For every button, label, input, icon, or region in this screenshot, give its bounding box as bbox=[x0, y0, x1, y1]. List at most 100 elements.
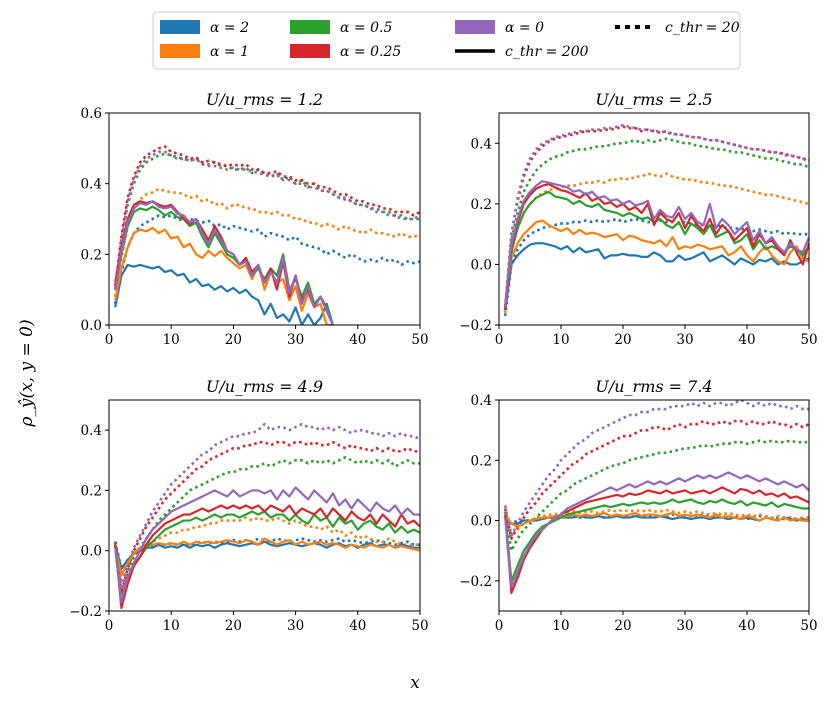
panel-title: U/u_rms = 2.5 bbox=[595, 90, 712, 109]
series-line bbox=[114, 540, 420, 570]
series-line bbox=[114, 510, 420, 607]
series-line bbox=[113, 516, 420, 583]
x-tick-label: 0 bbox=[495, 618, 504, 634]
x-tick-label: 30 bbox=[287, 332, 304, 348]
y-tick-label: 0.0 bbox=[471, 257, 492, 273]
axes-frame bbox=[108, 112, 421, 326]
series-line bbox=[503, 419, 809, 540]
series-line bbox=[113, 422, 420, 592]
series-line bbox=[113, 440, 420, 595]
panel-title: U/u_rms = 1.2 bbox=[206, 90, 323, 109]
legend-item: α = 0.5 bbox=[290, 20, 392, 36]
x-tick-label: 50 bbox=[800, 332, 817, 348]
y-tick-label: 0.2 bbox=[81, 483, 102, 499]
legend-item: α = 2 bbox=[160, 20, 249, 36]
y-tick-label: 0.2 bbox=[471, 453, 492, 469]
chart-panel: 0 10 20 30 40 50 0.0 0.2 0.4 0.6 U/u_rms = 1.2 bbox=[81, 90, 429, 348]
series-group bbox=[113, 145, 420, 325]
x-tick-label: 20 bbox=[225, 618, 242, 634]
x-tick-label: 50 bbox=[411, 618, 428, 634]
series-line bbox=[504, 242, 809, 311]
x-tick-label: 20 bbox=[614, 618, 631, 634]
x-tick-label: 20 bbox=[225, 332, 242, 348]
series-line bbox=[503, 123, 809, 307]
x-tick-label: 40 bbox=[349, 618, 366, 634]
legend-label: α = 1 bbox=[210, 44, 249, 60]
y-tick-label: 0.6 bbox=[81, 106, 102, 122]
series-group bbox=[503, 400, 809, 595]
x-tick-label: 10 bbox=[552, 618, 569, 634]
axes-frame bbox=[498, 399, 810, 612]
x-tick-label: 50 bbox=[411, 332, 428, 348]
legend-item: c_thr = 20 bbox=[615, 20, 740, 36]
legend-swatch bbox=[455, 20, 495, 34]
x-tick-label: 30 bbox=[287, 618, 304, 634]
legend-label: α = 2 bbox=[210, 20, 249, 36]
series-line bbox=[114, 263, 334, 325]
legend-label: α = 0.25 bbox=[340, 44, 401, 60]
x-tick-label: 0 bbox=[495, 332, 504, 348]
legend-swatch bbox=[290, 20, 330, 34]
series-line bbox=[113, 150, 420, 290]
legend-swatch bbox=[160, 20, 200, 34]
y-tick-label: 0.2 bbox=[81, 247, 102, 263]
legend-swatch bbox=[290, 44, 330, 58]
panel-title: U/u_rms = 4.9 bbox=[206, 377, 323, 396]
series-line bbox=[503, 508, 809, 537]
x-axis-label: x bbox=[410, 673, 420, 693]
x-tick-label: 10 bbox=[163, 618, 180, 634]
axes-frame bbox=[108, 399, 421, 612]
y-tick-label: −0.2 bbox=[459, 318, 492, 334]
series-line bbox=[504, 180, 809, 307]
x-tick-label: 10 bbox=[163, 332, 180, 348]
x-tick-label: 0 bbox=[105, 332, 114, 348]
legend-item: α = 1 bbox=[160, 44, 249, 60]
series-line bbox=[504, 183, 809, 310]
y-tick-label: 0.4 bbox=[81, 177, 102, 193]
chart-panel: 0 10 20 30 40 50 −0.2 0.0 0.2 0.4 U/u_rms = 2.5 bbox=[459, 90, 817, 348]
series-line bbox=[113, 145, 420, 287]
y-tick-label: 0.0 bbox=[81, 318, 102, 334]
x-tick-label: 20 bbox=[614, 332, 631, 348]
series-line bbox=[114, 504, 420, 610]
y-tick-label: 0.4 bbox=[471, 393, 492, 409]
legend-label: c_thr = 20 bbox=[665, 20, 740, 36]
chart-panel: 0 10 20 30 40 50 −0.2 0.0 0.2 0.4 U/u_rms = 7.4 bbox=[459, 377, 817, 634]
x-tick-label: 40 bbox=[349, 332, 366, 348]
series-line bbox=[114, 537, 420, 576]
series-line bbox=[113, 214, 420, 305]
series-line bbox=[503, 137, 809, 310]
panel-title: U/u_rms = 7.4 bbox=[595, 377, 712, 396]
legend-label: c_thr = 200 bbox=[505, 44, 589, 60]
legend-swatch bbox=[160, 44, 200, 58]
y-axis-label: ρ_ŷ(x, y = 0) bbox=[17, 319, 37, 427]
series-line bbox=[113, 455, 420, 598]
legend: α = 2 α = 1 α = 0.5 α = 0.25 α = 0 c_thr = 20… bbox=[152, 11, 741, 70]
series-line bbox=[503, 217, 809, 317]
x-tick-label: 0 bbox=[105, 618, 114, 634]
series-group bbox=[113, 422, 420, 610]
y-tick-label: 0.4 bbox=[81, 423, 102, 439]
x-tick-label: 50 bbox=[800, 618, 817, 634]
axes-frame bbox=[498, 112, 810, 326]
series-line bbox=[114, 226, 333, 325]
y-tick-label: 0.2 bbox=[471, 197, 492, 213]
x-tick-label: 40 bbox=[738, 618, 755, 634]
series-line bbox=[114, 486, 420, 604]
x-tick-label: 30 bbox=[676, 618, 693, 634]
series-line bbox=[114, 200, 334, 325]
y-tick-label: 0.4 bbox=[471, 136, 492, 152]
legend-item: α = 0 bbox=[455, 20, 544, 36]
chart-panel: 0 10 20 30 40 50 −0.2 0.0 0.2 0.4 U/u_rms = 4.9 bbox=[69, 377, 428, 634]
legend-item: α = 0.25 bbox=[290, 44, 401, 60]
legend-label: α = 0 bbox=[505, 20, 544, 36]
series-line bbox=[503, 400, 809, 537]
series-line bbox=[504, 219, 809, 304]
y-tick-label: −0.2 bbox=[69, 604, 102, 620]
x-tick-label: 40 bbox=[738, 332, 755, 348]
series-line bbox=[503, 439, 809, 553]
y-tick-label: −0.2 bbox=[459, 574, 492, 590]
series-group bbox=[503, 123, 809, 317]
x-tick-label: 30 bbox=[676, 332, 693, 348]
